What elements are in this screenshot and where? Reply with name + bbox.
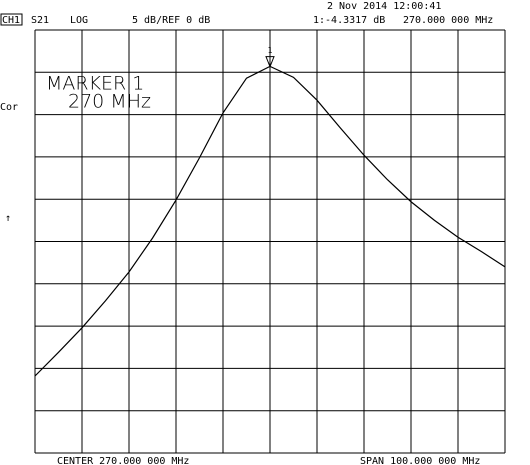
marker-title: MARKER 1 (46, 73, 144, 95)
side-arrow: ↑ (5, 213, 11, 224)
marker-readout: 1:-4.3317 dB (313, 15, 385, 26)
channel-box (0, 13, 23, 26)
marker-label: 1 (268, 46, 273, 55)
marker-freq-readout: 270.000 000 MHz (403, 15, 493, 26)
marker (265, 56, 275, 68)
channel: CH1 (2, 15, 20, 26)
marker-freq: 270 MHz (68, 91, 151, 113)
scale-text: 5 dB/REF 0 dB (132, 15, 210, 26)
format: LOG (70, 15, 88, 26)
parameter: S21 (31, 15, 49, 26)
datetime: 2 Nov 2014 12:00:41 (327, 1, 441, 12)
side-label: Cor (0, 102, 18, 113)
center-text: CENTER 270.000 000 MHz (57, 456, 189, 465)
span-text: SPAN 100.000 000 MHz (360, 456, 480, 465)
